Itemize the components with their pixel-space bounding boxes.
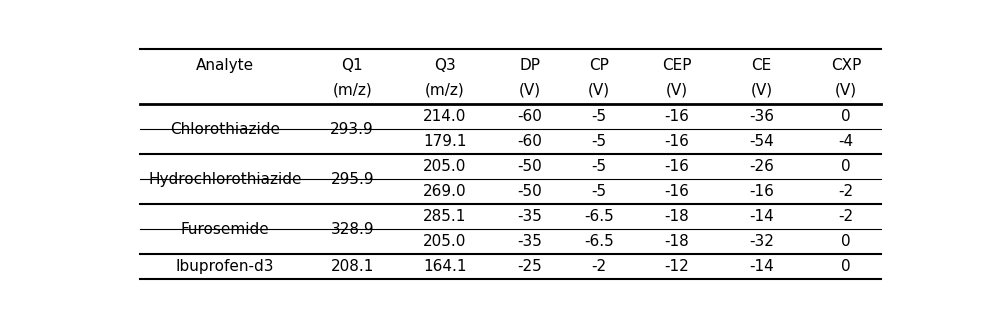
Text: -2: -2 — [592, 259, 607, 274]
Text: Ibuprofen-d3: Ibuprofen-d3 — [175, 259, 274, 274]
Text: (V): (V) — [750, 83, 772, 98]
Text: -35: -35 — [517, 234, 542, 249]
Text: -60: -60 — [517, 134, 542, 149]
Text: 214.0: 214.0 — [423, 109, 466, 124]
Text: -50: -50 — [517, 184, 542, 199]
Text: -18: -18 — [664, 209, 689, 224]
Text: -36: -36 — [749, 109, 774, 124]
Text: -16: -16 — [664, 109, 689, 124]
Text: -16: -16 — [664, 184, 689, 199]
Text: Analyte: Analyte — [196, 58, 254, 73]
Text: -5: -5 — [592, 109, 607, 124]
Text: Furosemide: Furosemide — [180, 222, 269, 237]
Text: 208.1: 208.1 — [331, 259, 374, 274]
Text: Chlorothiazide: Chlorothiazide — [170, 122, 280, 137]
Text: -18: -18 — [664, 234, 689, 249]
Text: -26: -26 — [749, 159, 774, 174]
Text: (V): (V) — [589, 83, 611, 98]
Text: -5: -5 — [592, 184, 607, 199]
Text: -14: -14 — [749, 209, 774, 224]
Text: 0: 0 — [842, 234, 851, 249]
Text: 0: 0 — [842, 159, 851, 174]
Text: CXP: CXP — [831, 58, 862, 73]
Text: CE: CE — [751, 58, 772, 73]
Text: (m/z): (m/z) — [333, 83, 373, 98]
Text: 205.0: 205.0 — [423, 234, 466, 249]
Text: -6.5: -6.5 — [585, 234, 615, 249]
Text: (m/z): (m/z) — [425, 83, 465, 98]
Text: Q1: Q1 — [342, 58, 363, 73]
Text: -12: -12 — [664, 259, 689, 274]
Text: -25: -25 — [517, 259, 542, 274]
Text: -32: -32 — [749, 234, 774, 249]
Text: DP: DP — [519, 58, 540, 73]
Text: -2: -2 — [839, 184, 854, 199]
Text: -16: -16 — [664, 134, 689, 149]
Text: -5: -5 — [592, 134, 607, 149]
Text: -60: -60 — [517, 109, 542, 124]
Text: Q3: Q3 — [434, 58, 456, 73]
Text: -16: -16 — [749, 184, 774, 199]
Text: -2: -2 — [839, 209, 854, 224]
Text: CP: CP — [590, 58, 610, 73]
Text: -50: -50 — [517, 159, 542, 174]
Text: 205.0: 205.0 — [423, 159, 466, 174]
Text: 269.0: 269.0 — [423, 184, 467, 199]
Text: -4: -4 — [839, 134, 854, 149]
Text: 328.9: 328.9 — [331, 222, 374, 237]
Text: (V): (V) — [519, 83, 541, 98]
Text: 179.1: 179.1 — [423, 134, 466, 149]
Text: 285.1: 285.1 — [423, 209, 466, 224]
Text: 164.1: 164.1 — [423, 259, 466, 274]
Text: -6.5: -6.5 — [585, 209, 615, 224]
Text: (V): (V) — [836, 83, 858, 98]
Text: (V): (V) — [665, 83, 687, 98]
Text: -5: -5 — [592, 159, 607, 174]
Text: 295.9: 295.9 — [331, 172, 374, 187]
Text: 0: 0 — [842, 109, 851, 124]
Text: CEP: CEP — [661, 58, 691, 73]
Text: -35: -35 — [517, 209, 542, 224]
Text: -54: -54 — [749, 134, 774, 149]
Text: -16: -16 — [664, 159, 689, 174]
Text: -14: -14 — [749, 259, 774, 274]
Text: Hydrochlorothiazide: Hydrochlorothiazide — [148, 172, 302, 187]
Text: 0: 0 — [842, 259, 851, 274]
Text: 293.9: 293.9 — [331, 122, 374, 137]
